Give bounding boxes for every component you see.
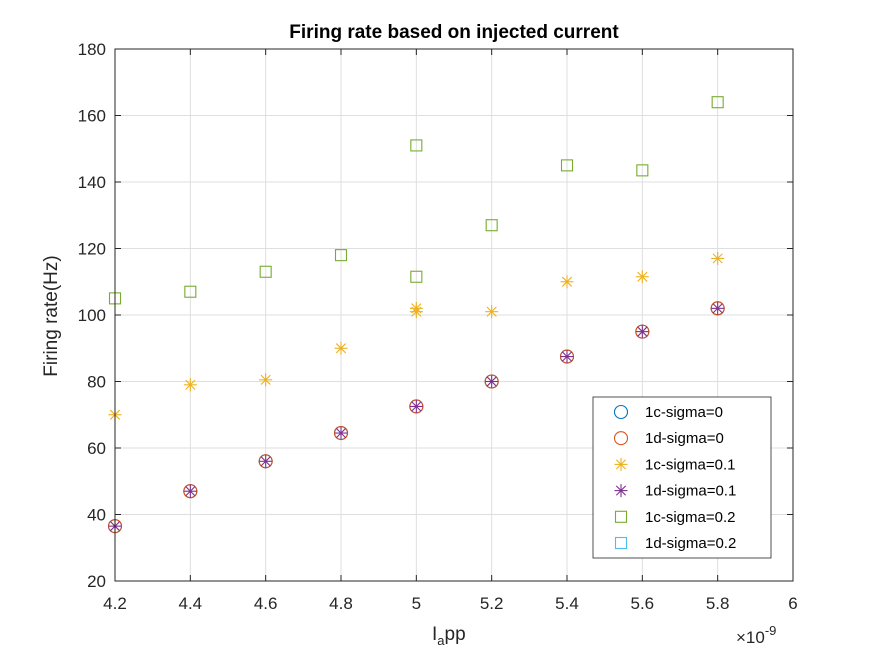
x-axis-label-subscript: a [437,633,445,648]
y-tick-label: 20 [87,572,106,591]
y-tick-label: 80 [87,373,106,392]
legend-box [592,396,772,559]
asterisk-stroke [486,376,497,387]
data-point [184,285,197,298]
x-tick-label: 5.6 [631,594,655,613]
asterisk-stroke [615,459,627,470]
x-axis-exponent-power: -9 [765,623,777,638]
y-tick-label: 180 [78,40,106,59]
x-tick-label: 4.2 [103,594,127,613]
asterisk-stroke [335,343,347,354]
asterisk-stroke [185,379,196,390]
series-1d-sigma=0.1 [108,301,725,533]
legend-marker [613,404,629,420]
y-tick-label: 60 [87,439,106,458]
data-point [711,301,725,315]
data-point [485,305,499,319]
asterisk-stroke [561,276,573,287]
data-point [635,270,649,284]
x-tick-label: 4.6 [254,594,278,613]
data-point [485,219,498,232]
legend-marker [614,457,628,471]
asterisk-stroke [411,303,422,314]
y-tick-label: 160 [78,107,106,126]
asterisk-stroke [615,485,627,496]
y-axis-label: Firing rate(Hz) [41,255,62,376]
asterisk-stroke [185,486,196,497]
x-tick-label: 5.4 [555,594,579,613]
legend: 1c-sigma=0 1d-sigma=0 1c-sigma=0.1 1d-sigma… [592,396,772,559]
data-point [334,426,348,440]
legend-marker [614,510,628,523]
data-point [334,249,348,262]
x-axis-label-base: I [432,624,437,645]
chart-title: Firing rate based on injected current [289,22,619,43]
asterisk-stroke [486,306,497,317]
data-point [410,270,423,283]
x-axis-label-rest: pp [445,624,466,645]
asterisk-stroke [712,303,723,314]
data-point [635,325,649,339]
asterisk-stroke [335,427,347,439]
legend-label: 1d-sigma=0.1 [645,483,736,500]
legend-label: 1c-sigma=0.1 [645,456,735,473]
data-point [334,341,348,355]
data-point [183,378,197,392]
data-point [259,454,273,468]
x-tick-label: 4.8 [329,594,353,613]
data-point [560,275,574,289]
legend-marker [614,484,628,498]
data-series [107,96,725,534]
x-axis-label: Iapp [432,624,466,648]
legend-label: 1c-sigma=0.2 [645,509,735,526]
data-point [259,265,272,278]
data-point [409,301,423,315]
legend-marker [614,536,628,550]
x-axis-exponent-prefix: ×10 [736,628,765,647]
x-tick-label: 5.8 [706,594,730,613]
data-point [410,139,423,152]
legend-label: 1d-sigma=0.2 [645,535,736,552]
data-point [560,159,574,172]
y-tick-label: 100 [78,306,106,325]
asterisk-stroke [637,326,648,337]
x-tick-label: 5 [412,594,421,613]
y-tick-label: 40 [87,506,106,525]
asterisk-stroke [260,456,271,467]
legend-marker [613,431,629,446]
data-point [711,96,724,109]
x-tick-label: 5.2 [480,594,504,613]
legend-label: 1d-sigma=0 [645,430,724,447]
x-axis-exponent: ×10-9 [736,623,776,647]
x-tick-label: 6 [788,594,797,613]
asterisk-stroke [561,351,573,362]
legend-label: 1c-sigma=0 [645,404,723,421]
x-tick-label: 4.4 [179,594,203,613]
data-point [183,484,197,498]
asterisk-stroke [712,253,723,264]
asterisk-stroke [637,271,648,282]
series-1c-sigma=0.2 [108,96,724,305]
data-point [711,251,725,265]
y-tick-label: 140 [78,173,106,192]
data-point [259,373,273,387]
asterisk-stroke [260,374,271,385]
data-point [485,375,499,388]
y-tick-label: 120 [78,240,106,259]
data-point [409,399,423,413]
asterisk-stroke [411,401,422,412]
data-point [560,350,574,364]
data-point [636,164,649,177]
ticks: 4.2 4.4 4.6 4.8 5 5.2 5.4 5.6 5.8 6 20 40 60 80 100 120… [78,40,798,613]
